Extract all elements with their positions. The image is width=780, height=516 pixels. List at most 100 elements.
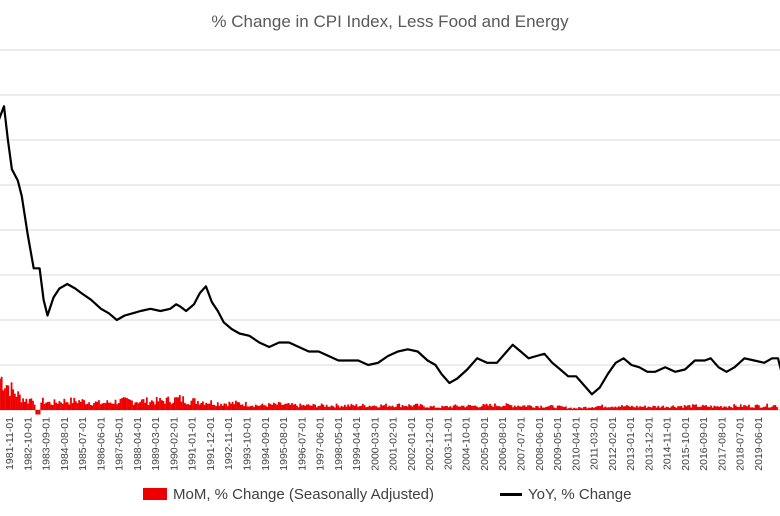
mom-bar [79,401,82,410]
mom-bar [238,402,241,410]
mom-bar [12,389,15,410]
mom-bar [35,410,38,415]
mom-bar [43,404,46,410]
mom-bar [46,402,49,410]
mom-bar [738,406,740,410]
mom-bar [309,405,312,410]
mom-bar [710,405,712,410]
mom-bar [53,399,56,410]
mom-bar [365,407,368,410]
mom-bar [248,406,251,410]
mom-bar [264,405,267,410]
mom-bar [272,402,275,410]
x-tick-label: 2014-11-01 [662,417,674,470]
mom-bar [708,406,711,410]
mom-bar [573,407,576,410]
mom-bar [5,385,8,410]
x-tick-label: 1990-02-01 [168,417,180,471]
mom-bar [614,406,617,410]
mom-bar [386,406,389,410]
mom-bar [246,406,249,410]
mom-bar [225,403,227,410]
mom-bar [117,403,120,410]
mom-bar [746,406,749,410]
mom-bar [588,407,590,410]
mom-bar [363,405,366,410]
mom-bar [65,402,67,410]
mom-bar [556,405,559,410]
mom-bar [202,401,204,410]
mom-bar [256,405,259,410]
mom-bar [748,404,750,410]
mom-bar [0,376,3,410]
mom-bar [297,407,300,410]
mom-bar [527,405,529,410]
mom-bar [122,397,125,410]
mom-bar [235,400,237,410]
mom-bar [662,405,665,410]
mom-bar [299,403,302,410]
mom-bar [408,404,411,410]
mom-bar [261,403,264,410]
mom-bar [289,404,292,410]
mom-bar [310,405,313,410]
mom-bar [45,402,48,410]
mom-bar [13,393,16,410]
mom-bar [282,404,285,410]
mom-bar [757,405,760,410]
mom-bar [441,405,444,410]
mom-bar [624,406,627,410]
mom-bar [404,405,407,410]
x-tick-label: 2005-09-01 [479,417,491,471]
mom-bar [144,402,147,410]
mom-bar [642,406,645,410]
mom-bar [136,402,138,410]
mom-bar [32,400,34,410]
mom-bar [484,404,486,410]
legend-swatch-bar [143,488,167,500]
mom-bar [769,407,772,410]
mom-bar [213,404,216,410]
mom-bar [396,404,399,410]
mom-bar [376,407,379,410]
mom-bar [268,403,270,410]
x-tick-label: 1992-11-01 [223,417,235,470]
mom-bar [767,407,770,410]
mom-bar [20,402,23,410]
mom-bar [428,407,430,410]
mom-bar [452,405,455,410]
mom-bar [368,405,371,410]
x-tick-label: 2009-05-01 [552,417,564,471]
mom-bar [314,404,317,410]
mom-bar [89,405,92,410]
mom-bar [411,406,414,410]
mom-bar [578,407,580,410]
x-tick-label: 2002-12-01 [424,417,436,471]
mom-bar [322,404,325,410]
mom-bar [635,405,638,410]
mom-bar [23,401,26,410]
mom-bar [487,405,490,410]
mom-bar [771,406,773,410]
mom-bar [292,404,295,410]
mom-bar [220,403,222,410]
mom-bar [705,405,707,410]
chart-title: % Change in CPI Index, Less Food and Ene… [211,12,569,31]
mom-bar [566,408,569,410]
mom-bar [630,405,633,410]
mom-bar [319,405,321,410]
x-tick-label: 2006-08-01 [497,417,509,471]
mom-bar [597,406,600,410]
mom-bar [561,406,564,410]
mom-bar [423,406,425,410]
mom-bar [96,401,99,410]
mom-bar [114,399,117,410]
mom-bar [609,407,612,410]
mom-bar [348,406,351,410]
mom-bar [124,397,127,410]
mom-bar [502,405,505,410]
mom-bar [677,406,679,410]
mom-bar [492,406,495,410]
mom-bar [419,404,422,410]
mom-bar [535,405,538,410]
